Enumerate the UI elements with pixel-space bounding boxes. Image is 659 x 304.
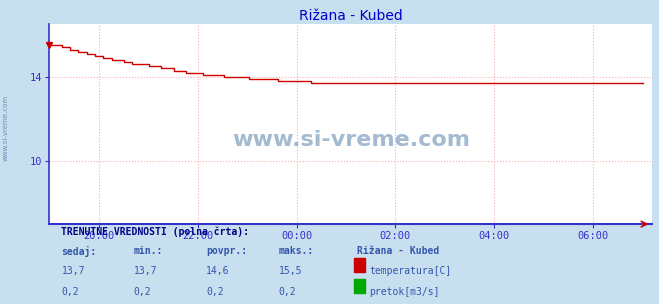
Text: Rižana - Kubed: Rižana - Kubed <box>357 246 439 256</box>
Text: maks.:: maks.: <box>279 246 314 256</box>
Title: Rižana - Kubed: Rižana - Kubed <box>299 9 403 23</box>
Bar <box>354 258 365 272</box>
Text: www.si-vreme.com: www.si-vreme.com <box>2 95 9 161</box>
Text: TRENUTNE VREDNOSTI (polna črta):: TRENUTNE VREDNOSTI (polna črta): <box>61 226 250 237</box>
Text: sedaj:: sedaj: <box>61 246 97 257</box>
Text: 15,5: 15,5 <box>279 266 302 276</box>
Text: temperatura[C]: temperatura[C] <box>369 266 451 276</box>
Text: 13,7: 13,7 <box>134 266 158 276</box>
Text: povpr.:: povpr.: <box>206 246 247 256</box>
Text: 0,2: 0,2 <box>134 287 152 297</box>
Bar <box>354 279 365 292</box>
Text: pretok[m3/s]: pretok[m3/s] <box>369 287 440 297</box>
Text: 0,2: 0,2 <box>206 287 224 297</box>
Text: 13,7: 13,7 <box>61 266 85 276</box>
Text: min.:: min.: <box>134 246 163 256</box>
Text: 14,6: 14,6 <box>206 266 230 276</box>
Text: 0,2: 0,2 <box>279 287 296 297</box>
Text: 0,2: 0,2 <box>61 287 79 297</box>
Text: www.si-vreme.com: www.si-vreme.com <box>232 130 470 150</box>
